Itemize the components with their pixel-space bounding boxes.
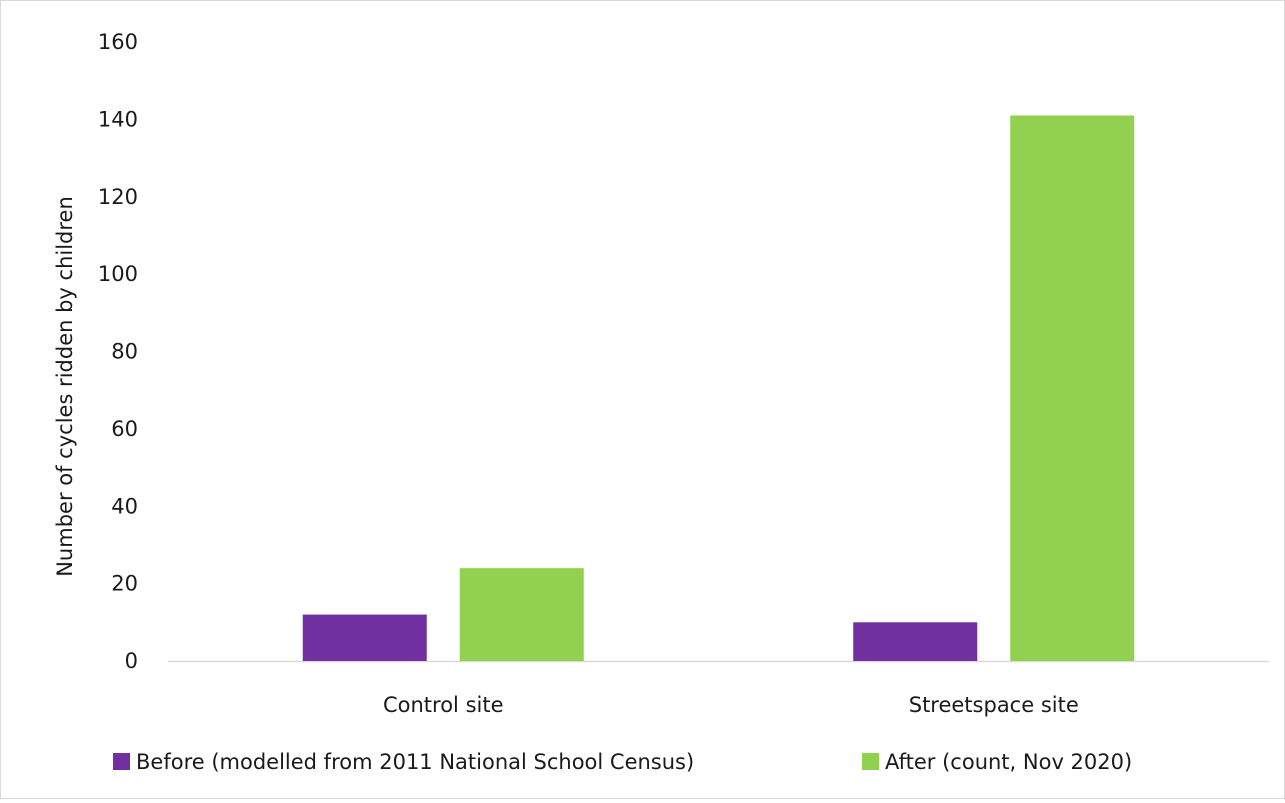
- y-tick-label: 20: [111, 572, 138, 596]
- legend-swatch-before: [113, 753, 130, 770]
- bar-before-streetspace: [853, 622, 978, 661]
- legend-label-after: After (count, Nov 2020): [885, 750, 1132, 774]
- bar-after-streetspace: [1010, 115, 1135, 662]
- category-label: Streetspace site: [909, 693, 1079, 717]
- y-tick-label: 120: [98, 185, 138, 209]
- legend-label-before: Before (modelled from 2011 National Scho…: [136, 750, 694, 774]
- y-tick-label: 60: [111, 417, 138, 441]
- y-tick-label: 140: [98, 107, 138, 131]
- legend: Before (modelled from 2011 National Scho…: [113, 750, 1132, 774]
- y-tick-label: 100: [98, 262, 138, 286]
- category-label: Control site: [383, 693, 504, 717]
- y-tick-label: 80: [111, 340, 138, 364]
- y-tick-label: 160: [98, 30, 138, 54]
- y-tick-label: 0: [125, 649, 138, 673]
- y-tick-label: 40: [111, 494, 138, 518]
- y-axis-ticks: 0 20 40 60 80 100 120 140 160: [98, 30, 138, 673]
- bar-before-control: [302, 614, 427, 661]
- legend-swatch-after: [862, 753, 879, 770]
- bar-after-control: [459, 568, 584, 661]
- bars: [302, 115, 1135, 662]
- y-axis-title: Number of cycles ridden by children: [53, 196, 77, 577]
- category-labels: Control site Streetspace site: [383, 693, 1079, 717]
